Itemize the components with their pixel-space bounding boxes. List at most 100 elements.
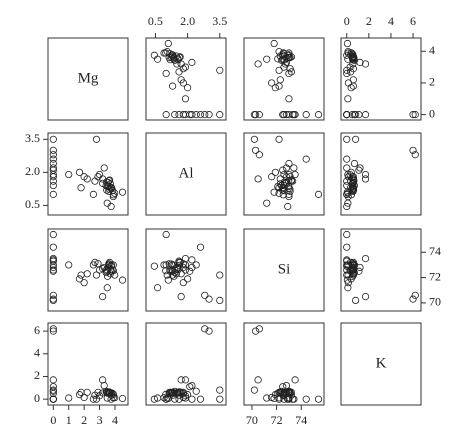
point: [77, 271, 85, 279]
point: [343, 51, 351, 59]
point: [49, 327, 57, 335]
point: [201, 111, 209, 119]
point: [343, 69, 351, 78]
point: [281, 179, 289, 187]
x-tick-label: 2: [366, 14, 372, 28]
point: [250, 111, 258, 119]
point: [160, 261, 168, 269]
point: [179, 389, 187, 398]
point: [343, 39, 352, 48]
point: [351, 135, 360, 143]
point: [250, 386, 258, 394]
point: [411, 111, 419, 119]
point: [201, 325, 209, 333]
point: [107, 395, 115, 403]
panel: [145, 322, 227, 406]
point: [172, 270, 181, 278]
point: [302, 395, 310, 403]
point: [99, 376, 107, 384]
point: [344, 95, 352, 103]
point: [171, 111, 179, 119]
point: [175, 257, 183, 265]
point: [99, 179, 107, 187]
point: [282, 381, 291, 390]
point: [103, 199, 111, 207]
y-tick-label: 6: [34, 323, 40, 337]
panel: [340, 228, 422, 312]
point: [343, 181, 351, 190]
point: [216, 271, 224, 279]
point: [160, 49, 168, 57]
point: [343, 111, 351, 119]
point: [162, 261, 170, 269]
point: [163, 394, 171, 402]
point: [286, 65, 294, 73]
point: [94, 260, 102, 268]
point: [111, 271, 119, 279]
point: [280, 111, 288, 119]
point: [279, 56, 287, 64]
point: [285, 95, 293, 103]
point: [105, 176, 114, 184]
point: [270, 188, 278, 196]
point: [107, 262, 115, 270]
point: [80, 173, 88, 181]
point: [80, 279, 88, 287]
point: [347, 68, 355, 76]
point: [344, 199, 352, 207]
point: [282, 164, 291, 172]
point: [282, 111, 291, 119]
point: [168, 82, 177, 90]
point: [344, 284, 352, 292]
point: [75, 391, 84, 399]
point: [268, 173, 276, 181]
point: [188, 395, 196, 403]
point: [184, 84, 192, 92]
point: [179, 263, 187, 272]
point: [347, 84, 355, 92]
point: [271, 84, 279, 92]
point: [111, 189, 119, 197]
point: [282, 58, 291, 66]
point: [285, 69, 293, 78]
point: [100, 263, 108, 272]
panel: [340, 132, 422, 216]
point: [351, 111, 360, 119]
point: [118, 394, 127, 403]
point: [279, 383, 287, 391]
panel: [47, 228, 129, 312]
point: [361, 175, 370, 183]
y-tick-label: 4: [429, 43, 435, 57]
point: [361, 60, 370, 68]
point: [276, 180, 284, 188]
point: [196, 395, 205, 403]
point: [162, 111, 170, 119]
point: [279, 166, 287, 174]
point: [285, 190, 293, 198]
point: [216, 395, 224, 403]
point: [344, 48, 352, 56]
point: [89, 190, 97, 198]
x-tick-label: 1: [66, 413, 72, 427]
point: [205, 327, 213, 335]
point: [216, 66, 224, 74]
point: [89, 395, 97, 403]
point: [153, 284, 162, 292]
x-tick-label: 4: [388, 14, 394, 28]
point: [196, 243, 205, 251]
point: [49, 190, 57, 198]
point: [347, 275, 355, 283]
point: [83, 270, 91, 278]
panel: [145, 37, 227, 121]
x-tick-label: 70: [246, 413, 258, 427]
x-tick-label: 0: [344, 14, 350, 28]
point: [302, 155, 310, 163]
point: [275, 66, 283, 74]
point: [343, 271, 351, 279]
point: [177, 376, 185, 384]
point: [49, 255, 57, 263]
point: [355, 267, 363, 275]
point: [49, 263, 57, 272]
point: [177, 292, 185, 301]
point: [171, 395, 179, 403]
